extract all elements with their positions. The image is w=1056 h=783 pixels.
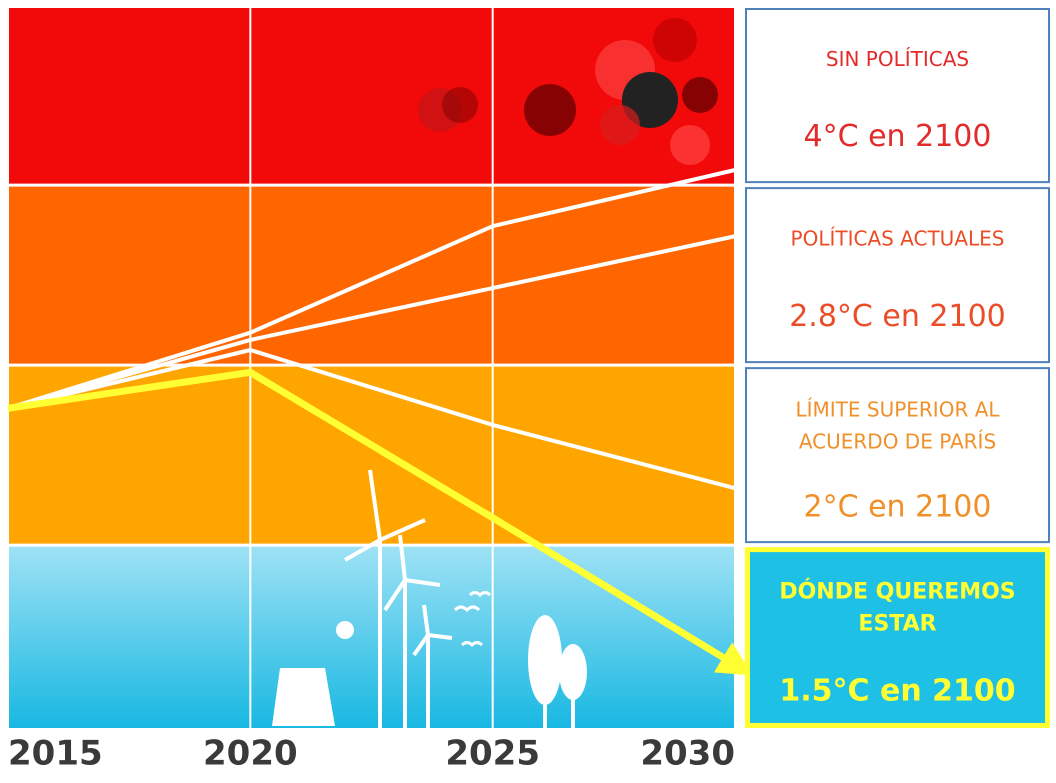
x-tick-label: 2015 <box>8 734 103 774</box>
scenario-label: ESTAR <box>858 611 936 636</box>
scenario-box <box>746 188 1049 362</box>
scenario-label: LÍMITE SUPERIOR AL <box>795 398 1000 422</box>
scenario-label: POLÍTICAS ACTUALES <box>791 226 1005 250</box>
scenario-target: 4°C en 2100 <box>804 119 992 154</box>
chart: SIN POLÍTICAS 4°C en 2100 POLÍTICAS ACTUAL… <box>0 0 1056 779</box>
x-axis: 2015 2020 2025 2030 <box>8 734 735 774</box>
scenario-label: SIN POLÍTICAS <box>826 47 969 71</box>
scenario-target: 2°C en 2100 <box>804 489 992 524</box>
page: SIN POLÍTICAS 4°C en 2100 POLÍTICAS ACTUAL… <box>0 0 1056 779</box>
band <box>8 545 735 728</box>
x-tick-label: 2025 <box>445 734 540 774</box>
x-tick-label: 2030 <box>640 734 735 774</box>
x-tick-label: 2020 <box>203 734 298 774</box>
scenario-label: ACUERDO DE PARÍS <box>799 430 996 454</box>
scenario-target: 2.8°C en 2100 <box>789 299 1006 334</box>
band <box>8 185 735 365</box>
scenario-label: DÓNDE QUEREMOS <box>779 578 1015 604</box>
scenario-target: 1.5°C en 2100 <box>779 673 1015 708</box>
scenario-box <box>746 9 1049 182</box>
scenario-panel: SIN POLÍTICAS 4°C en 2100 POLÍTICAS ACTUAL… <box>746 9 1049 726</box>
